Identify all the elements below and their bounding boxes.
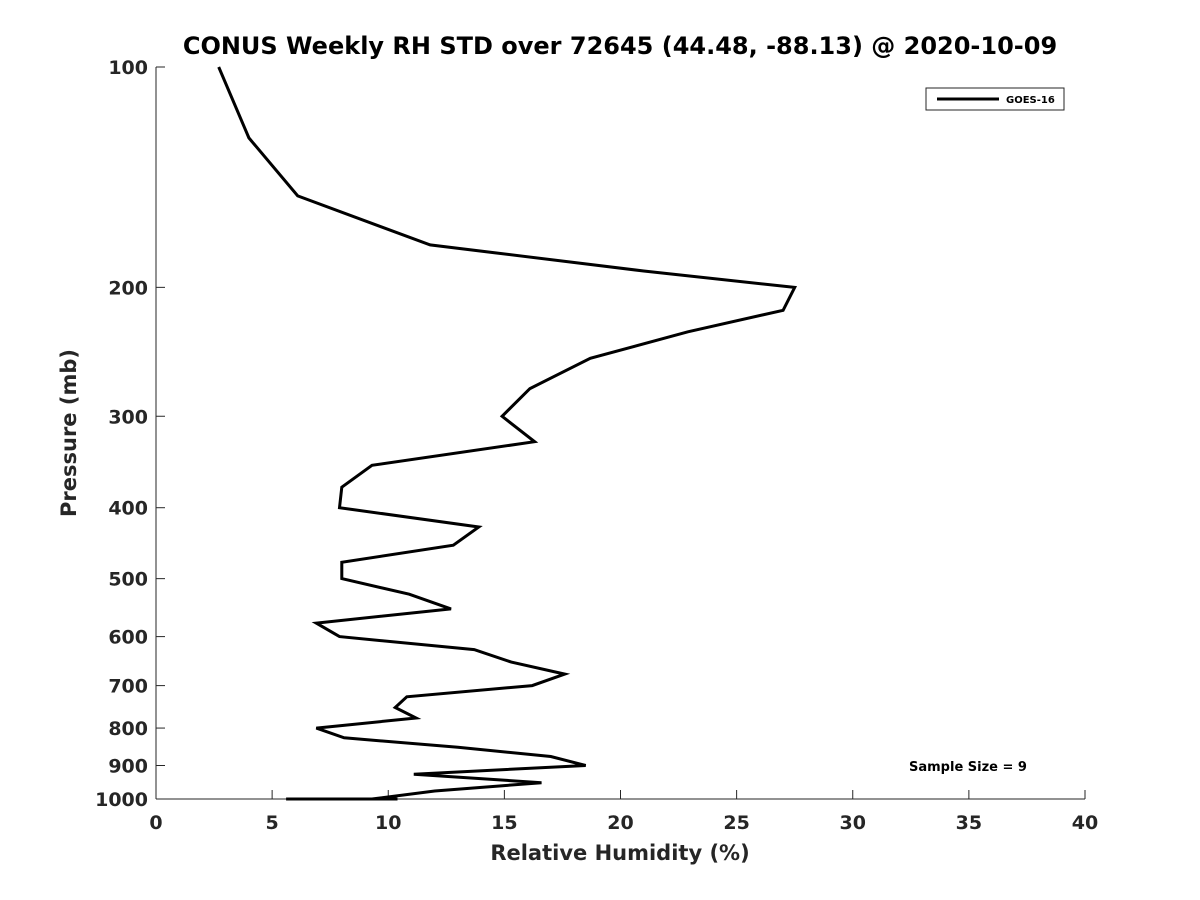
y-tick-label: 900 [108,756,148,778]
x-tick-label: 15 [491,812,517,834]
y-tick-label: 1000 [95,789,148,811]
x-tick-label: 40 [1072,812,1098,834]
x-tick-label: 5 [266,812,279,834]
x-tick-label: 10 [375,812,401,834]
y-tick-label: 500 [108,569,148,591]
legend: GOES-16 [925,87,1065,111]
x-tick-label: 25 [723,812,749,834]
chart-title: CONUS Weekly RH STD over 72645 (44.48, -… [183,32,1057,60]
y-tick-label: 300 [108,406,148,428]
series-group [217,66,798,801]
x-tick-label: 35 [956,812,982,834]
x-tick-label: 30 [840,812,866,834]
y-axis: 100 200 300 400 500 600 700 800 900 1000 [95,57,165,811]
x-tick-label: 0 [149,812,162,834]
y-tick-label: 700 [108,676,148,698]
y-tick-label: 100 [108,57,148,79]
y-tick-label: 600 [108,627,148,649]
y-axis-label: Pressure (mb) [57,349,81,517]
x-axis-label: Relative Humidity (%) [490,841,749,865]
legend-entry-goes-16: GOES-16 [1006,95,1055,106]
plot-area [156,67,1085,799]
sample-size-annotation: Sample Size = 9 [909,760,1027,775]
y-tick-label: 200 [108,277,148,299]
x-tick-label: 20 [607,812,633,834]
series-line-goes-16 [217,66,798,801]
y-tick-label: 400 [108,498,148,520]
y-tick-label: 800 [108,718,148,740]
